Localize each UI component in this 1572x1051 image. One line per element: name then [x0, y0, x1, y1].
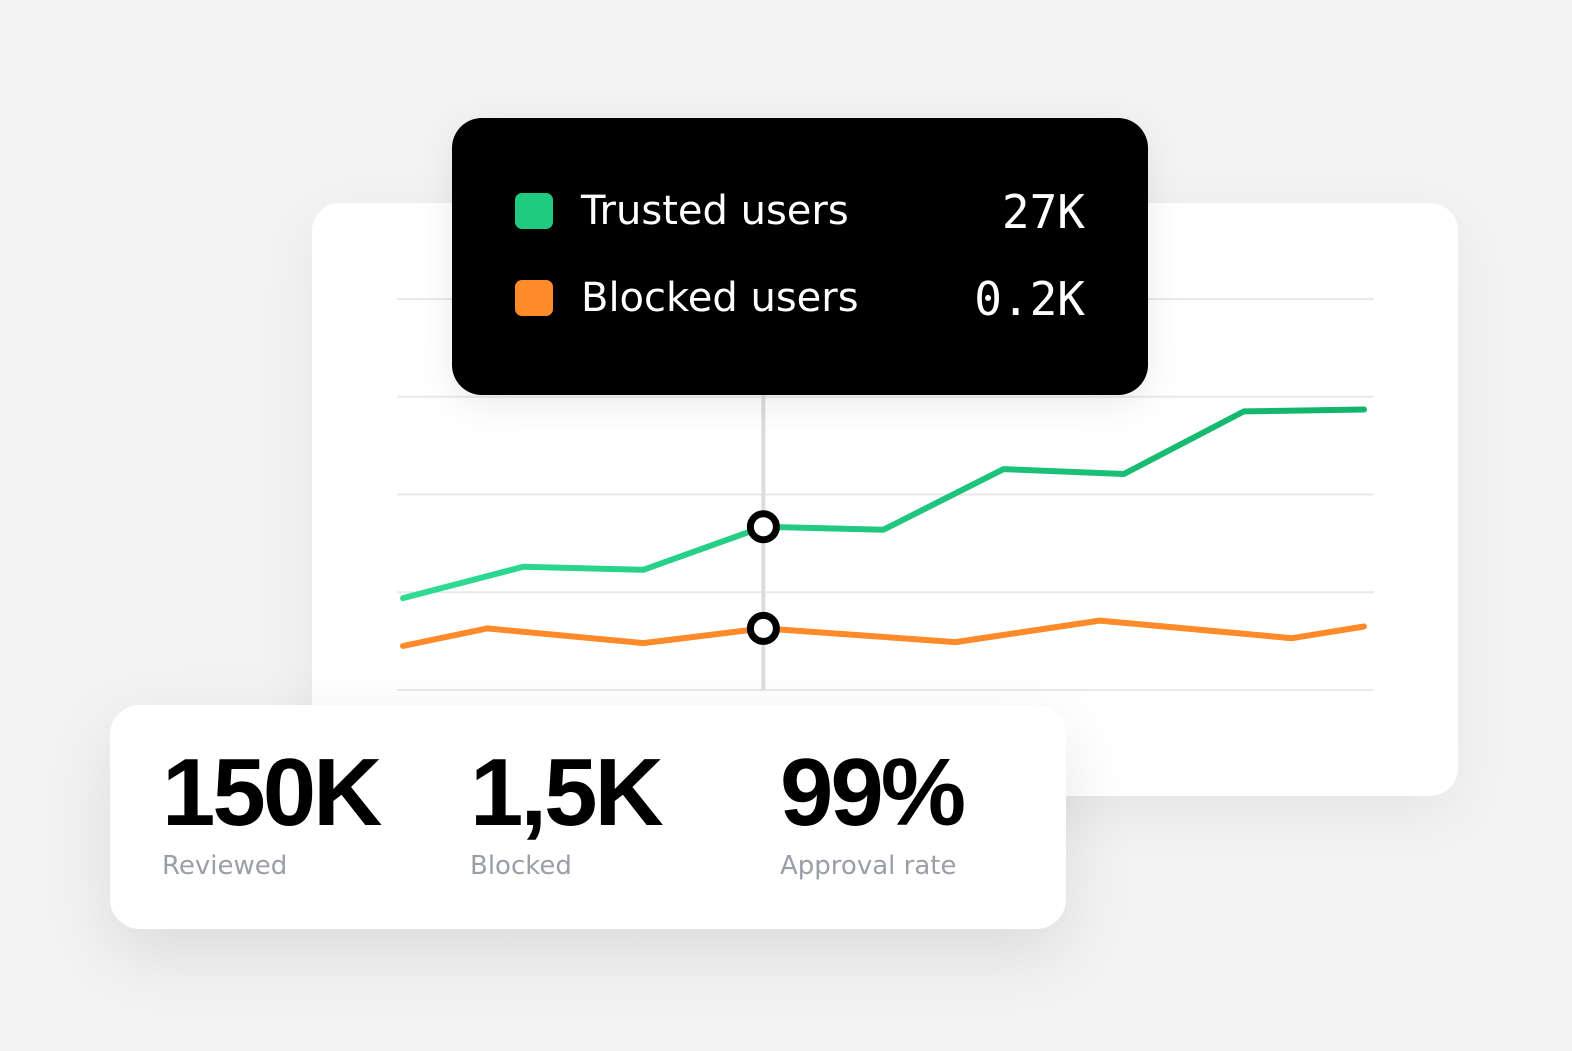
stat-reviewed: 150K Reviewed [162, 739, 382, 882]
tooltip-row-blocked: Blocked users 0.2K [515, 272, 1085, 326]
tooltip-row-trusted: Trusted users 27K [515, 185, 1085, 239]
blocked-users-label: Blocked users [581, 275, 859, 321]
trusted-swatch-icon [515, 193, 553, 229]
stat-approval-rate: 99% Approval rate [780, 739, 966, 882]
stat-blocked-label: Blocked [470, 851, 572, 881]
blocked-swatch-icon [515, 280, 553, 316]
trusted-users-hover-marker[interactable] [746, 510, 780, 544]
chart-tooltip: Trusted users 27K Blocked users 0.2K [452, 118, 1148, 395]
trusted-users-line [400, 406, 1367, 602]
blocked-users-line [400, 617, 1367, 649]
blocked-users-hover-marker[interactable] [746, 611, 780, 645]
stat-approval-rate-value: 99% [780, 739, 966, 846]
stats-card: 150K Reviewed 1,5K Blocked 99% Approval … [110, 705, 1066, 929]
stat-reviewed-value: 150K [162, 739, 382, 846]
stat-blocked: 1,5K Blocked [470, 739, 664, 882]
trusted-users-label: Trusted users [581, 188, 849, 234]
stat-blocked-value: 1,5K [470, 739, 664, 846]
blocked-users-value: 0.2K [974, 272, 1085, 326]
stat-reviewed-label: Reviewed [162, 851, 288, 881]
stat-approval-rate-label: Approval rate [780, 851, 957, 881]
trusted-users-value: 27K [1001, 185, 1085, 239]
line-chart[interactable] [312, 203, 1458, 796]
